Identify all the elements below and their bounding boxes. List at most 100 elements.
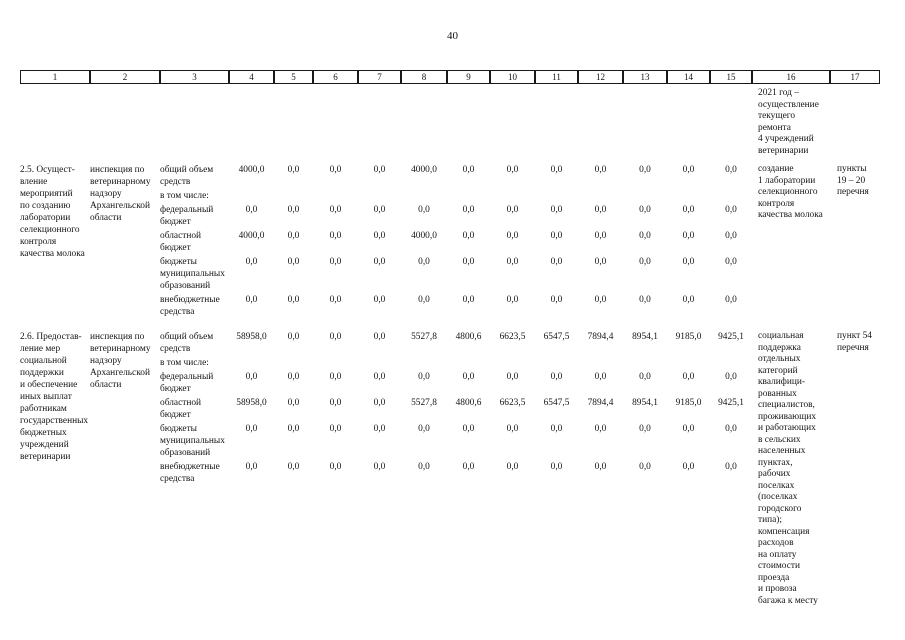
- budget-value-cell: 0,0: [418, 372, 430, 382]
- budget-value-cell: 0,0: [287, 295, 300, 305]
- header-cell: 14: [667, 70, 710, 84]
- budget-value-cell: 0,0: [506, 462, 519, 472]
- budget-line-label: бюджеты муниципальных образований: [160, 257, 225, 291]
- budget-value-cell: 6547,5: [543, 398, 570, 408]
- budget-value-cell: 6623,5: [499, 332, 526, 342]
- budget-value-cell: 0,0: [682, 372, 695, 382]
- budget-value-cell: 0,0: [287, 332, 300, 342]
- budget-value-cell: 0,0: [462, 372, 475, 382]
- table-body: 2.5. Осущест- вление мероприятий по созд…: [20, 164, 880, 607]
- budget-value-cell: 4000,0: [411, 165, 437, 175]
- budget-value-cell: 0,0: [329, 398, 342, 408]
- header-cell: 15: [710, 70, 752, 84]
- header-cell: 1: [20, 70, 90, 84]
- budget-value-cell: 0,0: [329, 205, 342, 215]
- header-cell: 3: [160, 70, 229, 84]
- budget-value-cell: 0,0: [725, 257, 737, 267]
- budget-value-cell: 8954,1: [632, 332, 658, 342]
- budget-value-cell: 0,0: [725, 295, 737, 305]
- budget-value-cell: 0,0: [462, 231, 475, 241]
- table-row: 2.5. Осущест- вление мероприятий по созд…: [20, 164, 880, 320]
- budget-value-cell: 0,0: [329, 462, 342, 472]
- budget-value-cell: 9425,1: [718, 398, 744, 408]
- budget-value-cell: 0,0: [682, 165, 695, 175]
- budget-value-cell: 0,0: [418, 205, 430, 215]
- budget-value-cell: 0,0: [418, 295, 430, 305]
- budget-value-cell: 0,0: [287, 231, 300, 241]
- budget-line: федеральный бюджет 0,0 0,0 0,0 0,0 0,0 0,0 0,0 0…: [160, 371, 752, 395]
- item-name-cell: 2.5. Осущест- вление мероприятий по созд…: [20, 165, 85, 259]
- budget-value-cell: 0,0: [287, 424, 300, 434]
- budget-value-cell: 0,0: [462, 295, 475, 305]
- budget-value-cell: 0,0: [682, 295, 695, 305]
- budget-value-cell: 0,0: [245, 295, 258, 305]
- budget-value-cell: 0,0: [725, 231, 737, 241]
- header-cell: 4: [229, 70, 274, 84]
- executor-cell: инспекция по ветеринарному надзору Архан…: [90, 165, 151, 223]
- budget-value-cell: 0,0: [725, 205, 737, 215]
- budget-line-label: общий объем средств: [160, 165, 214, 187]
- budget-block: общий объем средств 4000,0 0,0 0,0 0,0 4000,0…: [160, 164, 752, 320]
- budget-block: общий объем средств 58958,0 0,0 0,0 0,0 5527,…: [160, 331, 752, 487]
- budget-value-cell: 0,0: [287, 398, 300, 408]
- budget-value-cell: 58958,0: [236, 398, 267, 408]
- header-cell: 7: [358, 70, 401, 84]
- table-row: 2.6. Предостав- ление мер социальной под…: [20, 331, 880, 607]
- continuation-row: 2021 год – осуществление текущего ремонт…: [20, 84, 880, 164]
- budget-value-cell: 0,0: [329, 165, 342, 175]
- budget-value-cell: 0,0: [245, 372, 258, 382]
- budget-line-label: внебюджетные средства: [160, 295, 220, 317]
- budget-value-cell: 0,0: [373, 231, 386, 241]
- budget-value-cell: 0,0: [462, 424, 475, 434]
- budget-value-cell: 0,0: [682, 205, 695, 215]
- budget-line: общий объем средств 58958,0 0,0 0,0 0,0 5527,…: [160, 331, 752, 355]
- header-cell: 10: [490, 70, 535, 84]
- expected-results-cell: 2021 год – осуществление текущего ремонт…: [758, 88, 819, 156]
- budget-line: областной бюджет 58958,0 0,0 0,0 0,0 5527,8 48…: [160, 397, 752, 421]
- budget-value-cell: 0,0: [506, 165, 519, 175]
- budget-value-cell: 0,0: [725, 462, 737, 472]
- budget-line-label: в том числе:: [160, 191, 209, 201]
- budget-value-cell: 0,0: [462, 165, 475, 175]
- budget-value-cell: 0,0: [506, 295, 519, 305]
- budget-value-cell: 0,0: [682, 424, 695, 434]
- budget-value-cell: 0,0: [639, 257, 651, 267]
- budget-line-label: федеральный бюджет: [160, 372, 214, 394]
- budget-value-cell: 0,0: [594, 295, 607, 305]
- budget-value-cell: 0,0: [639, 205, 651, 215]
- reference-cell: пункты 19 – 20 перечня: [837, 164, 869, 197]
- budget-line: внебюджетные средства 0,0 0,0 0,0 0,0 0,0 0,0 0…: [160, 294, 752, 318]
- budget-value-cell: 0,0: [462, 462, 475, 472]
- budget-value-cell: 0,0: [725, 165, 737, 175]
- budget-value-cell: 0,0: [506, 257, 519, 267]
- budget-line-label: бюджеты муниципальных образований: [160, 424, 225, 458]
- budget-value-cell: 0,0: [639, 462, 651, 472]
- budget-value-cell: 0,0: [594, 462, 607, 472]
- budget-value-cell: 5527,8: [411, 398, 437, 408]
- budget-line-label: областной бюджет: [160, 398, 202, 420]
- header-cell: 5: [274, 70, 313, 84]
- header-cell: 8: [401, 70, 447, 84]
- budget-value-cell: 0,0: [329, 257, 342, 267]
- budget-value-cell: 0,0: [462, 257, 475, 267]
- budget-value-cell: 0,0: [594, 205, 607, 215]
- budget-value-cell: 0,0: [462, 205, 475, 215]
- budget-line: бюджеты муниципальных образований 0,0 0,0 0…: [160, 256, 752, 292]
- budget-value-cell: 0,0: [550, 424, 563, 434]
- header-cell: 17: [830, 70, 880, 84]
- budget-line-label: внебюджетные средства: [160, 462, 220, 484]
- budget-value-cell: 0,0: [373, 295, 386, 305]
- budget-value-cell: 58958,0: [236, 332, 267, 342]
- budget-line: федеральный бюджет 0,0 0,0 0,0 0,0 0,0 0,0 0,0 0…: [160, 204, 752, 228]
- budget-value-cell: 9185,0: [675, 332, 702, 342]
- budget-value-cell: 0,0: [639, 165, 651, 175]
- budget-value-cell: 0,0: [550, 257, 563, 267]
- budget-line-label: федеральный бюджет: [160, 205, 214, 227]
- budget-value-cell: 0,0: [373, 257, 386, 267]
- budget-table: 1 2 3 4 5 6 7 8 9 10 11 12 13 14 15 16 17 2021 год – осу…: [20, 70, 880, 618]
- budget-value-cell: 0,0: [418, 257, 430, 267]
- budget-value-cell: 0,0: [418, 462, 430, 472]
- budget-value-cell: 0,0: [373, 332, 386, 342]
- budget-value-cell: 0,0: [506, 424, 519, 434]
